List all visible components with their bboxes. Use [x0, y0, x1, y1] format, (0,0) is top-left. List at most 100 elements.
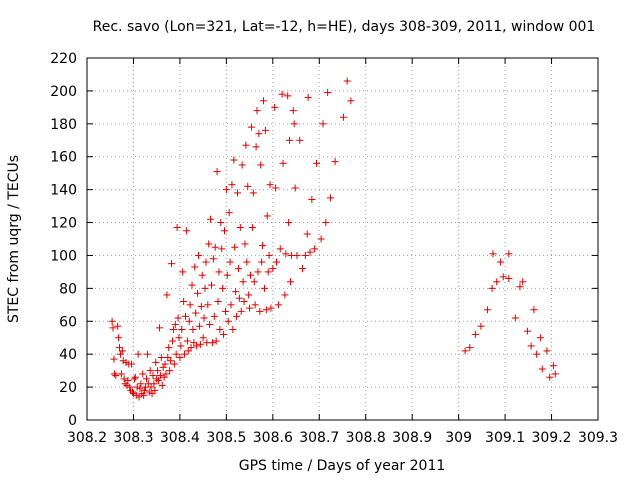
data-point [238, 161, 246, 169]
data-point [155, 377, 163, 385]
data-point [489, 250, 497, 258]
data-point [150, 380, 158, 388]
x-tick-label: 309.2 [531, 430, 571, 446]
data-point [225, 209, 233, 217]
data-point [247, 123, 255, 131]
data-point [306, 248, 314, 256]
data-point [165, 344, 173, 352]
data-point [281, 291, 289, 299]
data-point [181, 312, 189, 320]
data-point [131, 373, 139, 381]
data-point [216, 326, 224, 333]
data-point [117, 370, 125, 378]
data-point [163, 291, 171, 299]
data-point [198, 271, 206, 279]
data-point [169, 326, 177, 333]
x-tick-label: 308.5 [206, 430, 246, 446]
x-tick-label: 308.2 [67, 430, 107, 446]
data-point [222, 186, 230, 194]
x-tick-label: 309 [445, 430, 472, 446]
data-point [285, 219, 293, 227]
x-tick-labels: 308.2 308.3 308.4 308.5 308.6 308.7 308.8 308.9… [67, 430, 618, 446]
data-point [214, 298, 222, 306]
data-point [228, 181, 236, 189]
data-point [183, 337, 191, 345]
data-point [181, 350, 189, 358]
y-tick-labels: 0 20 40 60 80 100 120 140 160 180 200 220 [50, 51, 77, 429]
data-point [172, 350, 180, 358]
data-point [195, 322, 203, 330]
data-point [160, 373, 168, 381]
data-point [206, 321, 214, 329]
data-point [124, 377, 132, 385]
data-point [234, 189, 242, 197]
y-tick-label: 180 [50, 117, 77, 133]
data-point [549, 362, 557, 370]
data-point [112, 372, 120, 380]
data-point [134, 350, 142, 358]
x-tick-label: 309.1 [485, 430, 525, 446]
data-point [221, 307, 229, 315]
data-point [139, 370, 147, 378]
data-point [236, 223, 244, 231]
data-point [199, 334, 207, 342]
data-point [308, 196, 316, 204]
data-point [505, 250, 513, 258]
data-point [246, 304, 254, 312]
data-point [519, 278, 527, 286]
data-point [261, 126, 269, 134]
data-point [551, 370, 559, 378]
data-point [258, 258, 266, 266]
data-point [303, 230, 311, 238]
data-point [211, 243, 219, 251]
data-point [265, 251, 273, 259]
data-point [192, 309, 200, 317]
data-point [110, 370, 118, 378]
data-point [109, 324, 117, 332]
data-point [543, 347, 551, 355]
data-point [267, 304, 275, 312]
y-tick-label: 200 [50, 84, 77, 100]
x-axis-label: GPS time / Days of year 2011 [239, 458, 446, 474]
data-point [299, 265, 307, 273]
data-point [260, 97, 268, 105]
data-point [130, 375, 138, 383]
data-point [278, 90, 286, 98]
data-point [289, 107, 297, 115]
data-point [141, 386, 149, 394]
data-point [331, 158, 339, 166]
data-point [546, 373, 554, 381]
data-point [218, 245, 226, 253]
data-point [245, 291, 253, 299]
data-point [207, 215, 215, 223]
data-point [204, 301, 212, 309]
data-point [230, 156, 238, 164]
data-point [286, 136, 294, 144]
data-point [224, 317, 232, 325]
data-point [180, 298, 188, 306]
data-point [347, 97, 355, 105]
data-point [244, 182, 252, 190]
data-point [201, 284, 209, 292]
data-point [173, 223, 181, 231]
y-tick-label: 80 [59, 281, 77, 297]
data-point [114, 322, 122, 330]
data-point [242, 141, 250, 149]
data-point [257, 161, 265, 169]
data-point [240, 298, 248, 306]
data-point [108, 317, 116, 325]
data-point [146, 367, 154, 375]
data-point [185, 317, 193, 325]
data-point [226, 258, 234, 266]
data-point [194, 289, 202, 297]
data-point [140, 391, 148, 399]
data-point [322, 219, 330, 227]
data-point [209, 255, 217, 263]
data-point [536, 334, 544, 342]
data-point [253, 107, 261, 115]
data-point [282, 250, 290, 258]
data-point [259, 242, 267, 250]
data-point [202, 258, 210, 266]
data-point [233, 312, 241, 320]
data-point [188, 281, 196, 289]
